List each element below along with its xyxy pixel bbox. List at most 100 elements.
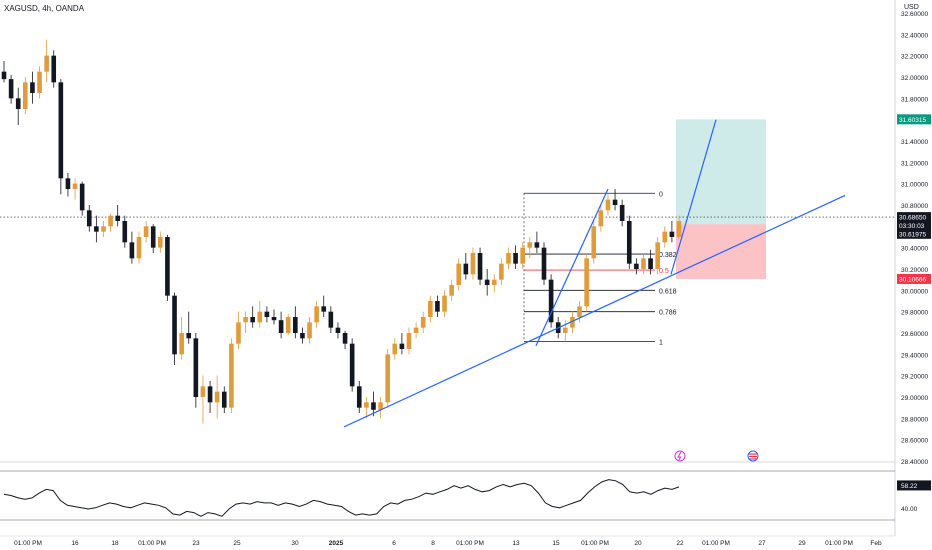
price-tick-label: 31.80000 xyxy=(901,96,928,103)
candle-body xyxy=(392,343,398,355)
price-axis: 32.60000 32.40000 32.20000 32.00000 31.80000… xyxy=(897,11,931,466)
candle-body xyxy=(342,333,348,344)
candle-body xyxy=(143,226,149,237)
candle-body xyxy=(662,231,668,243)
candle-body xyxy=(23,82,28,109)
price-tick-label: 30.80000 xyxy=(901,203,928,210)
time-tick-label: 2025 xyxy=(329,540,344,547)
candle-body xyxy=(44,55,49,72)
time-tick-label: 15 xyxy=(552,540,560,547)
fib-level-label: 0.786 xyxy=(659,310,677,317)
stop-zone xyxy=(676,224,766,279)
candle-body xyxy=(477,253,483,280)
candle-body xyxy=(612,199,618,205)
candle-body xyxy=(172,295,177,355)
price-tick-label: 28.60000 xyxy=(901,438,928,445)
candle-body xyxy=(527,242,533,248)
candle-body xyxy=(676,221,682,237)
candle-body xyxy=(186,333,192,339)
candle-body xyxy=(449,285,454,296)
candle-body xyxy=(51,55,57,83)
candle-body xyxy=(165,237,170,296)
candle-body xyxy=(548,279,554,323)
candle-body xyxy=(413,327,419,333)
candle-body xyxy=(30,82,35,93)
candle-body xyxy=(285,317,291,333)
candle-body xyxy=(648,258,653,269)
price-tag-label: 31.60315 xyxy=(899,117,926,124)
price-tick-label: 32.20000 xyxy=(901,54,928,61)
candle-body xyxy=(470,253,476,275)
candle-body xyxy=(577,306,582,317)
candle-body xyxy=(200,386,206,397)
candle-body xyxy=(570,317,575,328)
fib-level-label: 0.5 xyxy=(659,268,669,275)
time-tick-label: 01:00 PM xyxy=(702,540,730,547)
target-zone xyxy=(676,119,766,225)
candle-body xyxy=(129,242,135,259)
rsi-level-label: 40.00 xyxy=(901,506,918,513)
candle-body xyxy=(101,226,106,232)
time-tick-label: 25 xyxy=(233,540,241,547)
candle-body xyxy=(229,343,234,408)
projection-trendline xyxy=(670,119,717,275)
price-tick-label: 32.40000 xyxy=(901,32,928,39)
candle-body xyxy=(328,311,334,328)
candle-body xyxy=(293,317,298,333)
candle-body xyxy=(115,215,120,221)
price-tag-label: 30.61975 xyxy=(899,231,926,238)
us-flag-icon[interactable] xyxy=(747,450,759,462)
candle-body xyxy=(378,402,383,410)
candle-body xyxy=(534,242,540,248)
lightning-icon[interactable] xyxy=(674,450,686,462)
time-tick-label: 6 xyxy=(392,540,396,547)
time-tick-label: 16 xyxy=(71,540,79,547)
candle-body xyxy=(65,178,71,189)
price-tag xyxy=(897,228,931,239)
candle-body xyxy=(300,333,305,339)
candle-body xyxy=(385,354,390,403)
price-tick-label: 28.80000 xyxy=(901,416,928,423)
price-tick-label: 29.80000 xyxy=(901,310,928,317)
price-panel xyxy=(0,0,896,536)
candle-body xyxy=(321,306,327,312)
candle-body xyxy=(605,199,611,211)
candle-body xyxy=(86,210,92,227)
price-tag-label: 30.10666 xyxy=(899,276,926,283)
rsi-value-tag xyxy=(897,480,931,491)
candle-body xyxy=(122,221,128,243)
event-icons[interactable] xyxy=(674,450,759,462)
fib-level-label: 1 xyxy=(659,340,663,347)
time-tick-label: Feb xyxy=(870,540,882,547)
candle-body xyxy=(619,205,625,221)
rsi-panel: 58.22 40.00 xyxy=(0,470,931,537)
candle-body xyxy=(179,333,184,355)
candle-body xyxy=(513,253,518,264)
candle-body xyxy=(335,327,341,333)
candle-body xyxy=(94,226,99,232)
price-tick-label: 31.00000 xyxy=(901,182,928,189)
candle-body xyxy=(520,247,525,264)
candle-body xyxy=(314,306,319,323)
price-tag xyxy=(897,212,931,223)
price-tag xyxy=(897,114,931,125)
symbol-title: XAGUSD, 4h, OANDA xyxy=(4,4,85,13)
candle-body xyxy=(72,183,78,189)
price-tick-label: 29.40000 xyxy=(901,352,928,359)
price-tick-label: 28.40000 xyxy=(901,459,928,466)
candle-body xyxy=(264,311,270,317)
time-tick-label: 27 xyxy=(758,540,766,547)
candle-body xyxy=(257,311,263,323)
position-zones xyxy=(0,119,895,279)
candle-body xyxy=(193,338,199,397)
candle-body xyxy=(221,391,227,408)
price-tick-label: 30.00000 xyxy=(901,288,928,295)
candle-body xyxy=(484,279,490,285)
candle-body xyxy=(584,258,589,307)
time-tick-label: 22 xyxy=(676,540,684,547)
price-tag-label: 03:30:03 xyxy=(899,223,925,230)
candle-body xyxy=(364,402,369,408)
candle-body xyxy=(79,183,85,211)
time-tick-label: 01:00 PM xyxy=(138,540,166,547)
